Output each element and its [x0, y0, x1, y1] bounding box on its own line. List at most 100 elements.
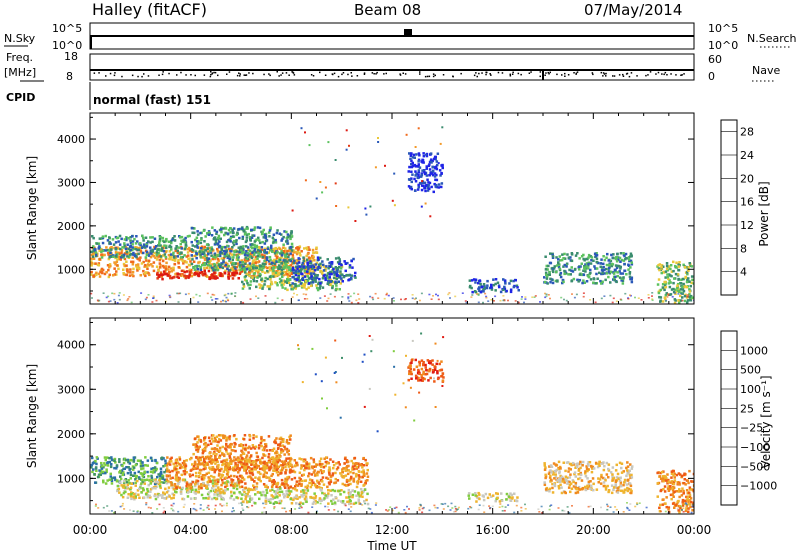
data-cell	[212, 270, 216, 273]
data-cell	[311, 271, 315, 274]
data-cell	[310, 483, 314, 487]
data-cell	[234, 468, 237, 471]
nave-point	[512, 71, 514, 74]
data-cell	[344, 474, 348, 477]
data-cell	[245, 250, 248, 253]
data-cell	[673, 301, 677, 304]
data-cell	[164, 462, 167, 465]
data-cell	[118, 298, 121, 301]
data-cell	[280, 438, 284, 441]
data-cell	[195, 244, 199, 247]
data-cell	[312, 465, 316, 468]
data-cell	[190, 240, 193, 244]
data-cell	[259, 461, 262, 464]
data-cell	[159, 236, 162, 239]
data-cell	[230, 482, 234, 485]
data-cell	[98, 237, 102, 240]
data-cell	[589, 299, 592, 301]
y-tick-label: 4000	[57, 133, 85, 146]
data-cell	[145, 259, 148, 262]
data-cell	[347, 297, 350, 300]
data-cell	[223, 468, 227, 471]
data-cell	[673, 292, 676, 294]
data-cell	[258, 264, 262, 267]
data-cell	[305, 270, 309, 273]
data-cell	[198, 295, 201, 297]
data-cell	[248, 270, 251, 274]
data-cell	[219, 495, 223, 498]
data-cell	[317, 282, 320, 286]
data-cell	[194, 488, 197, 492]
data-cell	[276, 266, 279, 269]
data-cell	[218, 469, 221, 472]
data-cell	[199, 458, 202, 461]
data-cell	[231, 271, 234, 275]
data-cell	[348, 502, 351, 506]
data-cell	[188, 249, 192, 252]
data-cell	[220, 251, 224, 255]
data-cell	[177, 301, 180, 303]
data-cell	[202, 256, 205, 259]
data-cell	[129, 248, 132, 252]
data-cell	[90, 270, 93, 274]
data-cell	[158, 273, 161, 277]
nave-point	[664, 71, 667, 74]
data-cell	[509, 290, 513, 294]
data-cell	[183, 472, 187, 476]
data-cell	[679, 294, 682, 298]
data-cell	[681, 296, 684, 299]
data-cell	[106, 464, 110, 467]
data-cell	[683, 284, 687, 288]
data-cell	[309, 260, 312, 263]
data-cell	[223, 294, 226, 297]
data-cell	[258, 286, 262, 289]
data-cell	[222, 453, 226, 456]
data-cell	[431, 159, 434, 163]
data-cell	[177, 276, 180, 279]
data-cell	[503, 287, 507, 291]
data-cell	[157, 473, 160, 476]
nave-point	[310, 74, 313, 76]
data-cell	[197, 485, 201, 488]
data-cell	[155, 252, 159, 255]
data-cell	[283, 262, 286, 266]
data-cell	[471, 294, 474, 296]
data-cell	[223, 454, 226, 458]
data-cell	[129, 236, 132, 239]
data-cell	[215, 497, 218, 501]
data-cell	[312, 276, 315, 279]
nave-point	[332, 73, 334, 76]
data-cell	[129, 477, 132, 480]
colorbar-tick-label: 24	[740, 149, 754, 162]
data-cell	[195, 293, 198, 296]
nave-point	[575, 72, 578, 75]
nave-point	[342, 72, 345, 74]
data-cell	[415, 172, 418, 175]
data-cell	[129, 471, 132, 474]
data-cell	[119, 247, 122, 251]
data-cell	[216, 482, 219, 486]
data-cell	[407, 170, 410, 173]
data-cell	[271, 483, 275, 487]
data-cell	[229, 249, 232, 253]
data-cell	[213, 253, 217, 257]
data-cell	[256, 257, 259, 260]
data-cell	[362, 490, 365, 493]
data-cell	[337, 280, 340, 283]
data-cell	[617, 264, 620, 268]
data-cell	[200, 271, 204, 274]
data-cell	[582, 269, 585, 272]
data-cell	[212, 269, 215, 272]
data-cell	[282, 438, 285, 441]
data-cell	[293, 277, 297, 281]
data-cell	[244, 459, 247, 463]
data-cell	[90, 463, 94, 467]
data-cell	[271, 488, 274, 491]
data-cell	[184, 467, 187, 470]
data-cell	[669, 281, 672, 284]
data-cell	[258, 444, 261, 447]
data-cell	[670, 288, 674, 291]
data-cell	[350, 459, 353, 463]
data-cell	[345, 148, 348, 151]
data-cell	[144, 493, 148, 496]
